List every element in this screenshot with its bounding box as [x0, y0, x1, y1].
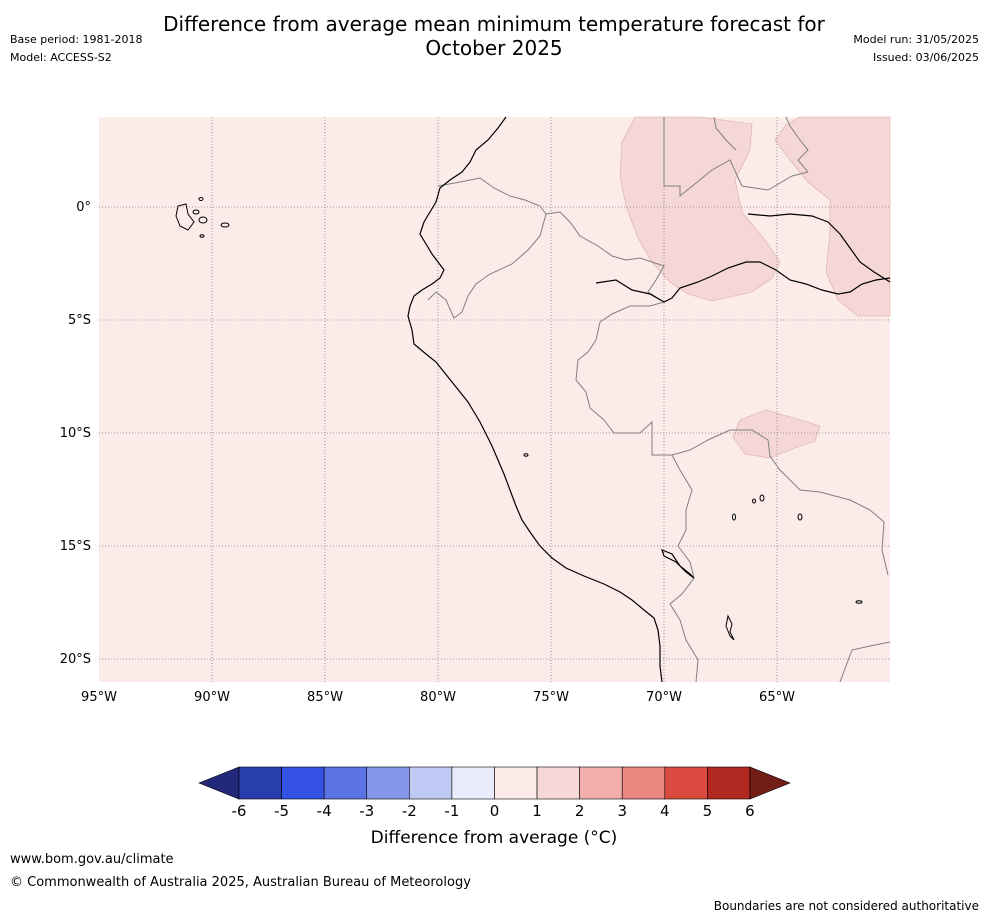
colorbar-tick-label: -1 [444, 802, 459, 820]
colorbar-tick-label: -3 [359, 802, 374, 820]
lake-3 [797, 513, 803, 521]
colorbar-tick-label: 1 [532, 802, 542, 820]
border-bolivia-brazil [730, 429, 889, 576]
coastline-negro-river [747, 213, 891, 283]
lat-label-0: 0° [76, 200, 91, 215]
colorbar-segment-3-to-4 [621, 766, 666, 800]
model-run-text: Model run: 31/05/2025 [853, 33, 979, 46]
lat-label-15s: 15°S [60, 539, 91, 554]
lat-label-20s: 20°S [60, 652, 91, 667]
colorbar-tick-label: -2 [402, 802, 417, 820]
colorbar-segment-5-to-6 [707, 766, 751, 800]
country-borders [427, 116, 891, 683]
lon-label-85w: 85°W [307, 690, 343, 705]
colorbar-tick-label: -5 [274, 802, 289, 820]
lake-2 [752, 498, 756, 504]
lon-label-65w: 65°W [759, 690, 795, 705]
page-title: Difference from average mean minimum tem… [0, 12, 988, 60]
colorbar-tick-label: 2 [575, 802, 585, 820]
coastline-lake-titicaca [661, 548, 695, 579]
colorbar-tick-label: 5 [703, 802, 713, 820]
border-venezuela-guyana-north [713, 116, 737, 151]
colorbar-segment--5-to--4 [281, 766, 325, 800]
colorbar-segment--4-to--3 [323, 766, 368, 800]
island-espanola [199, 234, 205, 238]
anomaly-region-north-central [619, 116, 781, 302]
issued-date-text: Issued: 03/06/2025 [872, 51, 979, 64]
border-venezuela-brazil [785, 116, 809, 173]
colorbar-low-extension [198, 766, 240, 800]
coastline-pacific [407, 116, 663, 683]
island-san-cristobal [220, 222, 230, 228]
website-link[interactable]: www.bom.gov.au/climate [10, 852, 174, 867]
title-line-1: Difference from average mean minimum tem… [163, 12, 825, 36]
border-peru-brazil [575, 301, 731, 456]
map-panel [99, 116, 891, 683]
lon-label-90w: 90°W [194, 690, 230, 705]
lake-6 [523, 453, 529, 457]
gridlines [99, 117, 890, 682]
lake-5 [855, 600, 863, 604]
colorbar-segment-0-to-1 [494, 766, 538, 800]
lon-label-80w: 80°W [420, 690, 456, 705]
colorbar-segment--3-to--2 [366, 766, 410, 800]
border-ecuador-peru [427, 213, 547, 319]
colorbar-high-extension [749, 766, 791, 800]
colorbar-segment--2-to--1 [409, 766, 453, 800]
colorbar-tick-label: 6 [745, 802, 755, 820]
island-pinta [198, 197, 204, 201]
inland-lakes [523, 453, 863, 641]
lat-label-5s: 5°S [68, 313, 91, 328]
colorbar-segment-1-to-2 [536, 766, 580, 800]
lat-label-10s: 10°S [60, 426, 91, 441]
colorbar-segment-2-to-3 [579, 766, 623, 800]
colorbar-tick-label: 3 [617, 802, 627, 820]
island-santa-cruz [198, 216, 208, 224]
colorbar-tick-label: 4 [660, 802, 670, 820]
colorbar-segments [238, 766, 751, 800]
colorbar-tick-labels: -6 -5 -4 -3 -2 -1 0 1 2 3 4 5 6 [232, 802, 755, 820]
galapagos-islands [175, 197, 230, 238]
border-colombia-ecuador [437, 177, 547, 215]
colorbar-segment--6-to--5 [238, 766, 282, 800]
lon-label-75w: 75°W [533, 690, 569, 705]
lon-label-95w: 95°W [81, 690, 117, 705]
anomaly-region-bolivia [732, 409, 821, 459]
longitude-labels: 95°W 90°W 85°W 80°W 75°W 70°W 65°W [81, 690, 795, 705]
colorbar-tick-label: -4 [317, 802, 332, 820]
colorbar-tick-label: -6 [232, 802, 247, 820]
border-chile-argentina [839, 641, 891, 683]
border-colombia-peru [545, 211, 665, 303]
lake-4 [732, 513, 736, 521]
disclaimer-text: Boundaries are not considered authoritat… [713, 899, 979, 913]
model-name-text: Model: ACCESS-S2 [10, 51, 112, 64]
copyright-text: © Commonwealth of Australia 2025, Austra… [10, 875, 471, 890]
colorbar-segment-4-to-5 [664, 766, 708, 800]
lake-poopo [725, 614, 735, 641]
island-isabela [175, 203, 195, 231]
colorbar-tick-label: 0 [490, 802, 500, 820]
title-line-2: October 2025 [425, 36, 563, 60]
latitude-labels: 0° 5°S 10°S 15°S 20°S [60, 200, 91, 667]
base-period-text: Base period: 1981-2018 [10, 33, 143, 46]
lake-1 [759, 494, 765, 502]
colorbar: -6 -5 -4 -3 -2 -1 0 1 2 3 4 5 6 [198, 766, 791, 820]
map-background-0-to-1 [99, 117, 890, 682]
colorbar-segment--1-to-0 [451, 766, 495, 800]
lon-label-70w: 70°W [646, 690, 682, 705]
colorbar-label: Difference from average (°C) [370, 828, 618, 848]
island-santiago [192, 209, 200, 215]
border-colombia-venezuela [663, 117, 809, 198]
coastline-amazon-river [595, 261, 891, 303]
coastline [407, 116, 891, 683]
border-peru-bolivia [669, 454, 699, 683]
